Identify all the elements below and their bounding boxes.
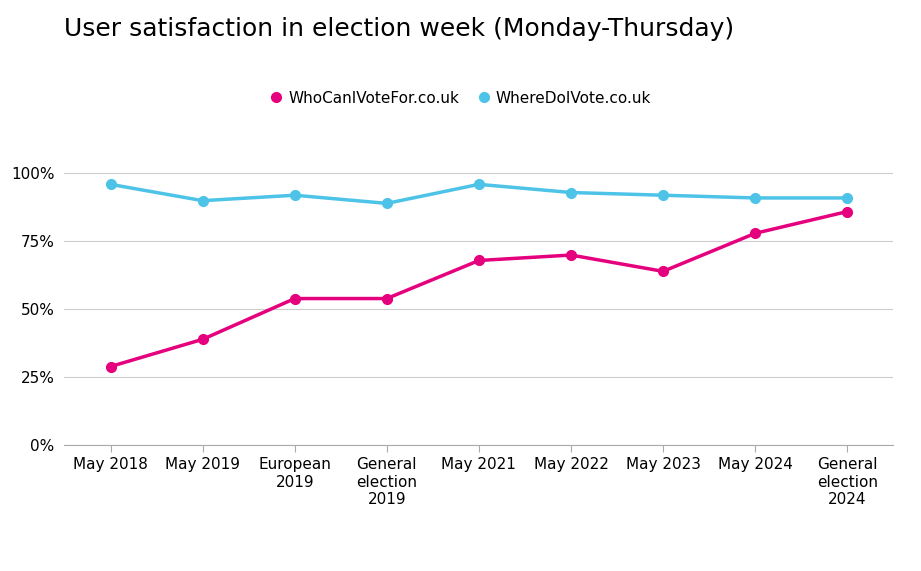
- WhereDoIVote.co.uk: [197, 197, 208, 204]
- Line: WhoCanIVoteFor.co.uk: WhoCanIVoteFor.co.uk: [106, 207, 852, 371]
- WhereDoIVote.co.uk: [658, 192, 669, 199]
- WhereDoIVote.co.uk: [750, 195, 761, 202]
- WhoCanIVoteFor.co.uk: [842, 208, 853, 215]
- WhereDoIVote.co.uk: [105, 181, 116, 188]
- WhoCanIVoteFor.co.uk: [105, 363, 116, 370]
- WhoCanIVoteFor.co.uk: [750, 230, 761, 237]
- WhereDoIVote.co.uk: [842, 195, 853, 202]
- WhoCanIVoteFor.co.uk: [565, 252, 577, 259]
- WhoCanIVoteFor.co.uk: [197, 336, 208, 343]
- WhoCanIVoteFor.co.uk: [658, 268, 669, 275]
- Line: WhereDoIVote.co.uk: WhereDoIVote.co.uk: [106, 179, 852, 208]
- WhereDoIVote.co.uk: [565, 189, 577, 196]
- WhereDoIVote.co.uk: [381, 200, 392, 207]
- WhereDoIVote.co.uk: [473, 181, 484, 188]
- WhoCanIVoteFor.co.uk: [473, 257, 484, 264]
- Legend: WhoCanIVoteFor.co.uk, WhereDoIVote.co.uk: WhoCanIVoteFor.co.uk, WhereDoIVote.co.uk: [263, 85, 658, 112]
- Text: User satisfaction in election week (Monday-Thursday): User satisfaction in election week (Mond…: [64, 17, 735, 41]
- WhereDoIVote.co.uk: [289, 192, 300, 199]
- WhoCanIVoteFor.co.uk: [289, 295, 300, 302]
- WhoCanIVoteFor.co.uk: [381, 295, 392, 302]
